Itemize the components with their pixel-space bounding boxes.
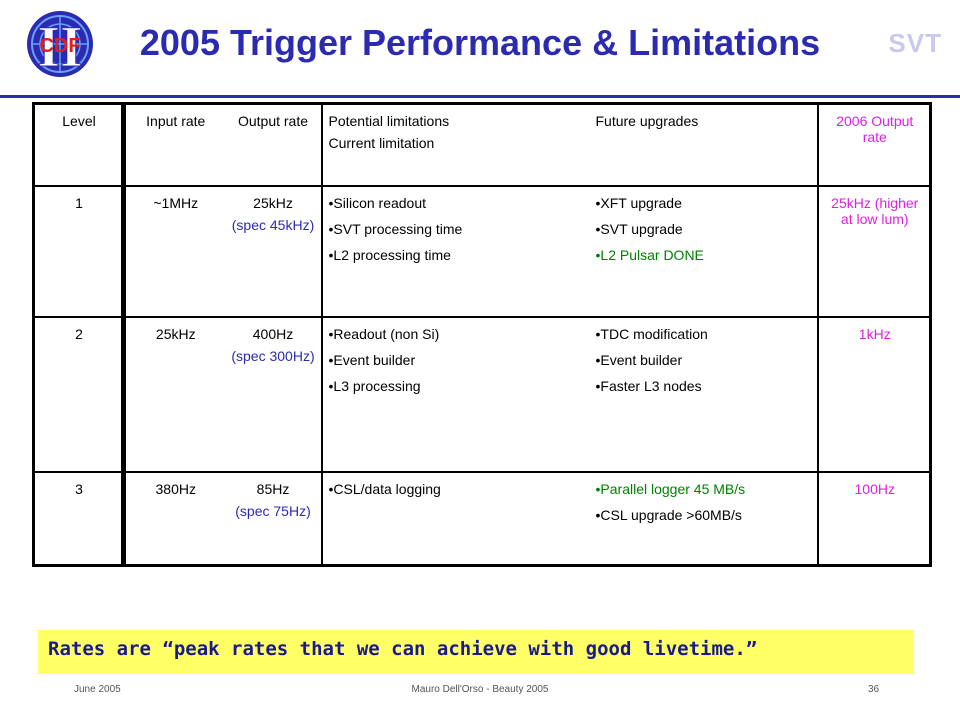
- output-rate-value: 85Hz: [256, 481, 290, 497]
- cell-upgrades: XFT upgrade SVT upgrade L2 Pulsar DONE: [589, 186, 818, 318]
- trigger-performance-table: Level Input rate Output rate Potential l…: [32, 102, 932, 567]
- cell-2006-rate: 25kHz (higher at low lum): [816, 186, 931, 318]
- upgrade-item: TDC modification: [596, 326, 813, 342]
- cell-upgrades: TDC modification Event builder Faster L3…: [589, 317, 818, 473]
- upgrade-item: CSL upgrade >60MB/s: [596, 507, 813, 523]
- cell-limitations: Readout (non Si) Event builder L3 proces…: [321, 317, 590, 473]
- table-header-row: Level Input rate Output rate Potential l…: [33, 103, 931, 187]
- svt-label: SVT: [888, 28, 942, 58]
- cell-level: 3: [33, 472, 126, 567]
- limitation-item: L2 processing time: [329, 247, 586, 263]
- header-upgrades: Future upgrades: [589, 103, 818, 187]
- limitation-item: Readout (non Si): [329, 326, 586, 342]
- header-output-rate: Output rate: [223, 103, 323, 187]
- limitation-item: CSL/data logging: [329, 481, 586, 497]
- header-input-rate: Input rate: [123, 103, 224, 187]
- upgrade-item: XFT upgrade: [596, 195, 813, 211]
- logo-text: CDF: [39, 35, 80, 57]
- cell-2006-rate: 1kHz: [816, 317, 931, 473]
- cdf-logo: II CDF: [27, 11, 93, 78]
- table-row: 2 25kHz 400Hz (spec 300Hz) Readout (non …: [33, 317, 931, 473]
- page-number: 36: [868, 684, 880, 695]
- upgrade-item: Faster L3 nodes: [596, 378, 813, 394]
- output-rate-value: 400Hz: [252, 326, 294, 342]
- cell-upgrades: Parallel logger 45 MB/s CSL upgrade >60M…: [589, 472, 818, 567]
- svg-text:II: II: [37, 14, 82, 78]
- cell-2006-rate: 100Hz: [816, 472, 931, 567]
- cell-limitations: CSL/data logging: [321, 472, 590, 567]
- limitation-item: Event builder: [329, 352, 586, 368]
- cell-output-rate: 400Hz (spec 300Hz): [223, 317, 323, 473]
- upgrade-item-done: L2 Pulsar DONE: [596, 247, 813, 263]
- table-row: 3 380Hz 85Hz (spec 75Hz) CSL/data loggin…: [33, 472, 931, 567]
- cell-level: 2: [33, 317, 126, 473]
- upgrade-item-done: Parallel logger 45 MB/s: [596, 481, 813, 497]
- title-divider: [0, 95, 960, 98]
- cell-input-rate: 380Hz: [123, 472, 224, 567]
- cell-output-rate: 85Hz (spec 75Hz): [223, 472, 323, 567]
- header-level: Level: [33, 103, 126, 187]
- footer-author: Mauro Dell'Orso - Beauty 2005: [411, 684, 549, 695]
- cell-level: 1: [33, 186, 126, 318]
- cell-output-rate: 25kHz (spec 45kHz): [223, 186, 323, 318]
- limitation-item: L3 processing: [329, 378, 586, 394]
- output-rate-value: 25kHz: [253, 195, 293, 211]
- cell-limitations: Silicon readout SVT processing time L2 p…: [321, 186, 590, 318]
- header-limitations-line2: Current limitation: [328, 135, 435, 151]
- limitation-item: Silicon readout: [329, 195, 586, 211]
- footer-date: June 2005: [74, 684, 121, 695]
- slide-title: 2005 Trigger Performance & Limitations: [139, 22, 821, 63]
- header-2006-output-rate: 2006 Output rate: [816, 103, 931, 187]
- limitation-item: SVT processing time: [329, 221, 586, 237]
- output-rate-spec: (spec 45kHz): [231, 217, 315, 233]
- header-limitations-line1: Potential limitations: [328, 113, 450, 129]
- upgrade-item: SVT upgrade: [596, 221, 813, 237]
- cell-input-rate: 25kHz: [123, 317, 224, 473]
- header-limitations: Potential limitations Current limitation: [321, 103, 590, 187]
- table-row: 1 ~1MHz 25kHz (spec 45kHz) Silicon reado…: [33, 186, 931, 318]
- output-rate-spec: (spec 300Hz): [231, 348, 315, 364]
- upgrade-item: Event builder: [596, 352, 813, 368]
- cell-input-rate: ~1MHz: [123, 186, 224, 318]
- peak-rates-note: Rates are “peak rates that we can achiev…: [38, 630, 914, 674]
- output-rate-spec: (spec 75Hz): [235, 503, 311, 519]
